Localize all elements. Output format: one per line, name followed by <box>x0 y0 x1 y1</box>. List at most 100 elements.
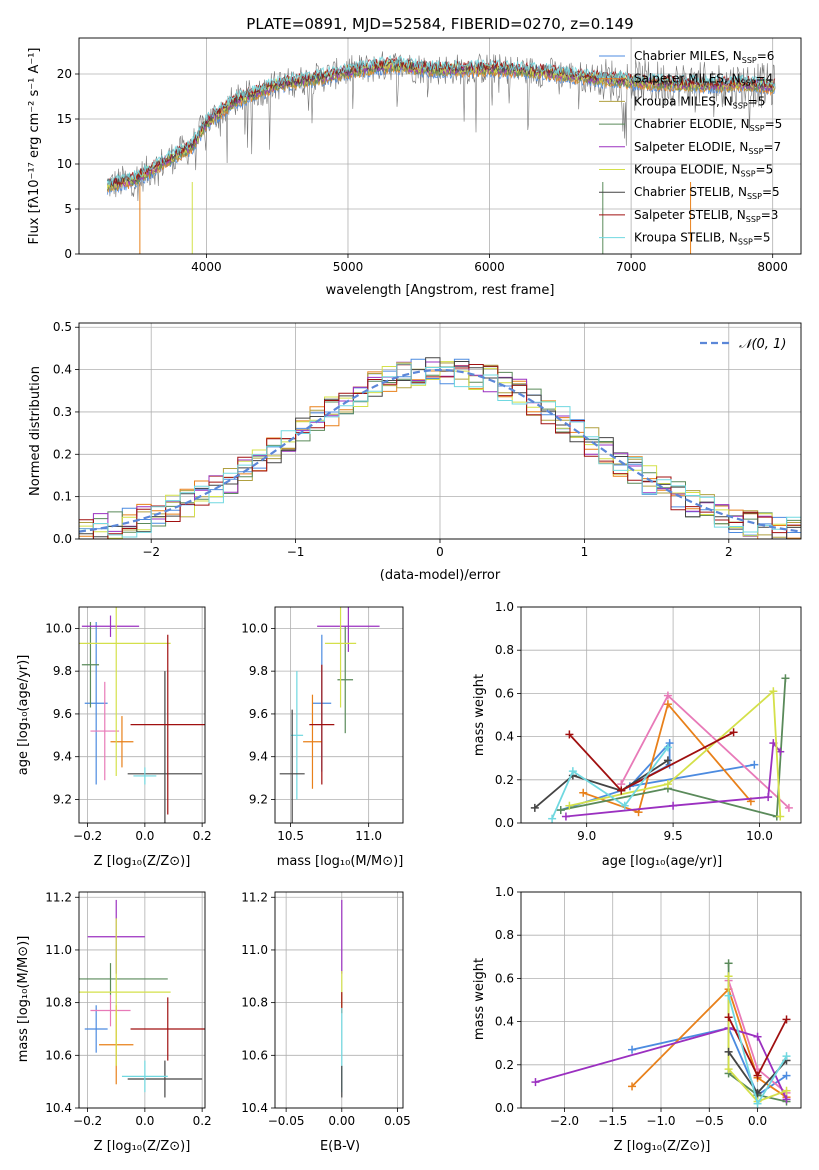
x-tick-label: 1 <box>581 545 589 559</box>
x-tick-label: 10.0 <box>746 829 773 843</box>
data-spectrum-line <box>107 51 776 202</box>
y-tick-label: 0.6 <box>495 971 514 985</box>
legend-entry-label: Kroupa MILES, NSSP=5 <box>634 94 765 110</box>
x-tick-label: 11.0 <box>355 829 382 843</box>
x-tick-label: 10.5 <box>277 829 304 843</box>
y-tick-label: 15 <box>57 112 72 126</box>
errorbar-point <box>79 607 171 776</box>
y-tick-label: 9.8 <box>249 664 268 678</box>
x-tick-label: −0.2 <box>73 829 102 843</box>
x-tick-label: 0.0 <box>135 829 154 843</box>
errorbar-point <box>279 709 305 823</box>
legend-entry-label: Salpeter STELIB, NSSP=3 <box>634 208 778 224</box>
x-tick-label: −1.0 <box>646 1114 675 1128</box>
errorbar-point <box>127 1060 203 1098</box>
legend-entry-label: Kroupa STELIB, NSSP=5 <box>634 231 771 247</box>
weight-z-y-label: mass weight <box>472 958 487 1040</box>
y-tick-label: 10 <box>57 157 72 171</box>
plus-marker <box>724 972 733 981</box>
model-spectrum-line <box>107 57 776 186</box>
plot-area <box>530 674 793 823</box>
mass-vs-ebv-panel: −0.05 0.00 0.05 10.4 10.6 10.8 11.0 11.2 <box>241 890 411 1128</box>
plus-marker <box>548 814 557 823</box>
y-tick-label: 0.1 <box>53 490 72 504</box>
plus-marker <box>565 730 574 739</box>
plus-marker <box>782 1086 791 1095</box>
y-tick-label: 11.2 <box>241 890 268 904</box>
plus-marker <box>565 801 574 810</box>
model-spectrum-line <box>106 55 776 186</box>
plus-marker <box>628 1045 637 1054</box>
legend-entry-label: Salpeter ELODIE, NSSP=7 <box>634 140 781 156</box>
axes-frame <box>78 37 802 255</box>
plus-marker <box>663 700 672 709</box>
x-tick-label: 0 <box>436 545 444 559</box>
plus-marker <box>628 1082 637 1091</box>
plot-area <box>79 357 801 539</box>
mass-z-y-label: mass [log₁₀(M/M⊙)] <box>16 936 31 1063</box>
errorbar-point <box>81 621 100 708</box>
plus-marker <box>729 728 738 737</box>
errorbar-point <box>309 664 335 785</box>
plus-marker <box>750 760 759 769</box>
weight-z-x-label: Z [log₁₀(Z/Z⊙)] <box>614 1139 711 1154</box>
y-tick-label: 9.4 <box>249 750 268 764</box>
plus-marker <box>724 959 733 968</box>
y-tick-label: 10.6 <box>45 1048 72 1062</box>
mass-weight-series <box>569 689 782 817</box>
residual-histogram-series <box>79 363 801 539</box>
spectrum-legend: Chabrier MILES, NSSP=6 Salpeter MILES, NS… <box>599 49 782 247</box>
plus-marker <box>620 801 629 810</box>
errorbar-point <box>317 607 380 652</box>
y-tick-label: 0.4 <box>53 363 72 377</box>
plus-marker <box>753 1032 762 1041</box>
plus-marker <box>781 674 790 683</box>
plus-marker <box>663 743 672 752</box>
plus-marker <box>724 1047 733 1056</box>
mass-vs-metallicity-panel: −0.2 0.0 0.2 10.4 10.6 10.8 11.0 11.2 <box>45 890 211 1128</box>
weight-age-y-label: mass weight <box>472 674 487 756</box>
plot-area <box>79 607 205 823</box>
errorbar-point <box>84 1005 108 1053</box>
errorbar-point <box>303 694 322 789</box>
errorbar-point <box>90 994 131 1027</box>
axes-frame <box>78 891 206 1109</box>
axes-frame <box>274 891 404 1109</box>
plus-marker <box>530 803 539 812</box>
y-tick-label: 0.8 <box>495 928 514 942</box>
errorbar-point <box>127 671 203 823</box>
errorbar-point <box>130 997 205 1061</box>
plus-marker <box>724 1065 733 1074</box>
weight-vs-metallicity-panel: −2.0 −1.5 −1.0 −0.5 0.0 0.0 0.2 0.4 0.6 0.8 1.0 <box>495 885 802 1128</box>
y-tick-label: 0.5 <box>53 320 72 334</box>
errorbar-point <box>130 634 205 815</box>
axes-frame <box>78 322 802 540</box>
model-spectrum-line <box>106 61 776 191</box>
plus-marker <box>782 1052 791 1061</box>
x-tick-label: 0.2 <box>193 829 212 843</box>
y-tick-label: 0.0 <box>53 532 72 546</box>
y-tick-label: 1.0 <box>495 600 514 614</box>
plus-marker <box>617 786 626 795</box>
y-tick-label: 0.2 <box>495 1058 514 1072</box>
x-tick-label: 5000 <box>333 260 364 274</box>
plus-marker <box>663 756 672 765</box>
errorbar-point <box>90 681 120 781</box>
x-tick-label: 0.2 <box>193 1114 212 1128</box>
mass-weight-series <box>534 759 669 809</box>
plus-marker <box>782 1071 791 1080</box>
y-tick-label: 5 <box>64 202 72 216</box>
plus-marker <box>724 1013 733 1022</box>
plus-marker <box>665 739 674 748</box>
x-tick-label: −0.05 <box>268 1114 305 1128</box>
errorbar-point <box>81 615 140 637</box>
plot-area <box>279 607 380 823</box>
y-tick-label: 0.3 <box>53 405 72 419</box>
age-vs-mass-panel: 10.5 11.0 9.2 9.4 9.6 9.8 10.0 <box>241 606 404 843</box>
y-tick-label: 10.4 <box>241 1101 268 1115</box>
x-tick-label: 8000 <box>757 260 788 274</box>
x-tick-label: −0.5 <box>695 1114 724 1128</box>
x-tick-label: −2.0 <box>550 1114 579 1128</box>
plus-marker <box>669 801 678 810</box>
